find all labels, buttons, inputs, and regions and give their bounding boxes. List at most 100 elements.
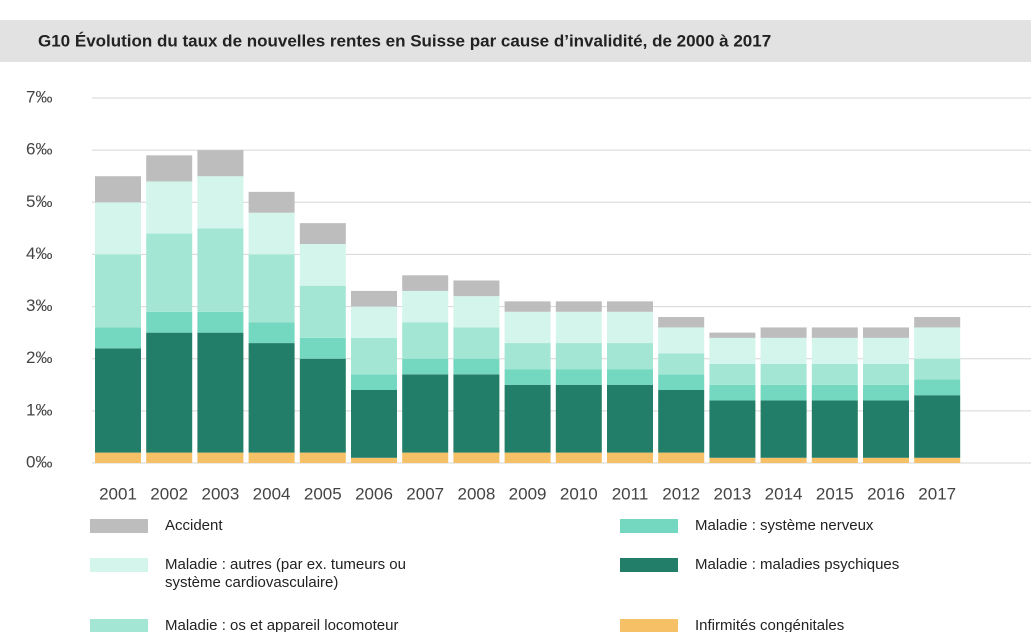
x-tick-label: 2015 <box>816 484 854 503</box>
bar-segment <box>95 327 141 349</box>
bar-segment <box>555 301 602 312</box>
bar-segment <box>811 327 858 338</box>
bar-segment <box>607 311 653 344</box>
bar-segment <box>863 457 909 463</box>
bar-segment <box>555 452 602 463</box>
bar-segment <box>811 363 858 385</box>
x-tick-label: 2003 <box>201 484 239 503</box>
bar-segment <box>607 384 653 453</box>
y-tick-label: 6‰ <box>26 140 52 159</box>
bar-segment <box>709 400 756 458</box>
legend-label: Maladie : maladies psychiques <box>695 556 900 573</box>
bar-segment <box>248 322 295 344</box>
legend-item: Maladie : système nerveux <box>620 517 873 535</box>
bar-segment <box>146 181 193 234</box>
y-tick-label: 0‰ <box>26 452 52 471</box>
x-tick-label: 2001 <box>99 484 137 503</box>
bar-segment <box>760 400 807 458</box>
legend-swatch <box>90 519 148 533</box>
bar-segment <box>607 452 653 463</box>
bar-segment <box>197 332 244 453</box>
bar-segment <box>914 379 961 396</box>
bar-segment <box>197 311 244 333</box>
bar-segment <box>299 285 346 338</box>
bar-segment <box>453 452 500 463</box>
bar-segment <box>197 150 244 177</box>
bar-segment <box>453 374 500 453</box>
bar-segment <box>299 358 346 453</box>
bar-segment <box>453 358 500 375</box>
bar-segment <box>197 228 244 312</box>
bar-segment <box>863 363 909 385</box>
bar-segment <box>248 452 295 463</box>
bar-segment <box>402 322 449 359</box>
bar-segment <box>248 191 295 213</box>
bar-segment <box>555 384 602 453</box>
legend-swatch <box>620 558 678 572</box>
bar-segment <box>658 327 705 354</box>
bar-segment <box>811 337 858 364</box>
bar-segment <box>504 311 551 344</box>
title-bar <box>0 20 1031 62</box>
y-tick-label: 7‰ <box>26 87 52 106</box>
bar-segment <box>914 327 961 359</box>
bar-segment <box>607 301 653 312</box>
bar-segment <box>146 155 193 182</box>
bar-segment <box>453 296 500 328</box>
y-tick-label: 2‰ <box>26 348 52 367</box>
x-tick-label: 2008 <box>457 484 495 503</box>
bar-segment <box>504 343 551 370</box>
bar-segment <box>95 254 141 328</box>
x-tick-label: 2005 <box>304 484 342 503</box>
bar-segment <box>299 244 346 286</box>
legend-swatch <box>90 619 148 632</box>
legend-swatch <box>90 558 148 572</box>
bar-segment <box>453 280 500 297</box>
x-tick-label: 2004 <box>253 484 291 503</box>
bar-segment <box>351 390 397 458</box>
bar-segment <box>760 457 807 463</box>
x-tick-label: 2011 <box>612 484 649 503</box>
bar-segment <box>402 290 449 323</box>
bar-segment <box>248 212 295 255</box>
legend-swatch <box>620 519 678 533</box>
bar-segment <box>402 275 449 291</box>
bar-segment <box>351 374 397 390</box>
bar-segment <box>146 332 193 453</box>
x-tick-label: 2016 <box>867 484 905 503</box>
bar-segment <box>95 176 141 203</box>
y-tick-label: 5‰ <box>26 192 52 211</box>
bar-segment <box>504 301 551 312</box>
bar-segment <box>299 452 346 463</box>
bar-segment <box>709 337 756 364</box>
bar-segment <box>658 374 705 390</box>
bar-segment <box>709 332 756 338</box>
legend-item: Maladie : autres (par ex. tumeurs ou sys… <box>90 556 425 592</box>
bar-segment <box>197 176 244 229</box>
bar-segment <box>607 369 653 385</box>
bar-segment <box>811 384 858 401</box>
bar-segment <box>555 369 602 385</box>
legend-label: Maladie : os et appareil locomoteur <box>165 617 399 632</box>
bar-segment <box>914 317 961 328</box>
chart-title: G10 Évolution du taux de nouvelles rente… <box>38 31 771 50</box>
x-tick-label: 2009 <box>509 484 547 503</box>
bar-segment <box>402 452 449 463</box>
bar-segment <box>402 374 449 453</box>
bar-segment <box>863 337 909 364</box>
legend-item: Infirmités congénitales <box>620 617 844 632</box>
bar-segment <box>299 337 346 359</box>
bar-segment <box>760 327 807 338</box>
legend-label: Maladie : système nerveux <box>695 517 874 534</box>
bar-segment <box>760 337 807 364</box>
y-tick-label: 1‰ <box>26 400 52 419</box>
y-tick-label: 3‰ <box>26 296 52 315</box>
legend-label: Infirmités congénitales <box>695 617 845 632</box>
bar-segment <box>914 457 961 463</box>
bar-segment <box>504 369 551 385</box>
legend-item: Accident <box>90 517 223 535</box>
bar-segment <box>658 353 705 375</box>
bar-segment <box>760 363 807 385</box>
